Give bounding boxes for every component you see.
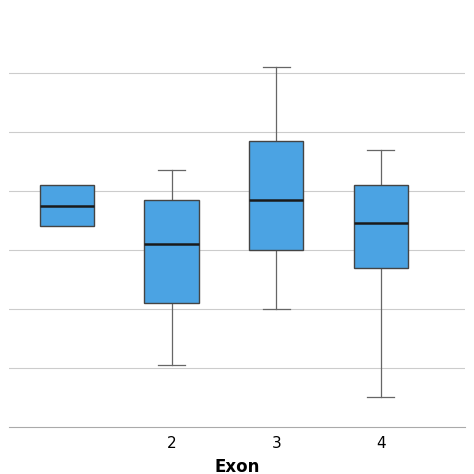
Bar	[249, 141, 303, 250]
Bar	[40, 185, 94, 226]
X-axis label: Exon: Exon	[214, 458, 260, 474]
Bar	[354, 185, 408, 267]
Bar	[145, 200, 199, 303]
